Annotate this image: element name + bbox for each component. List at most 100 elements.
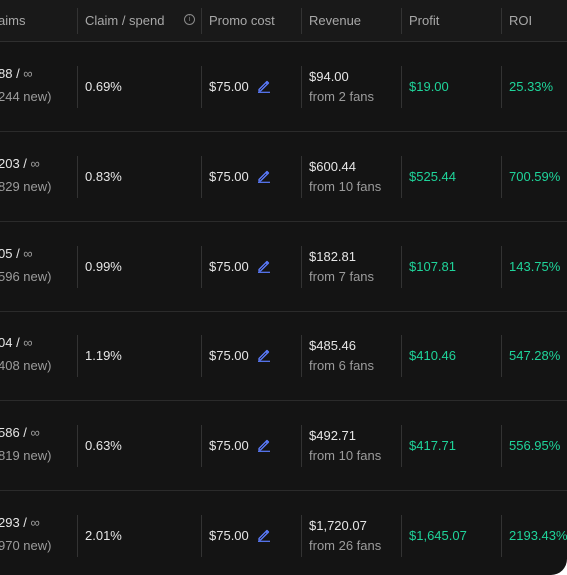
claim-spend-value: 0.83%	[85, 168, 122, 184]
table-row[interactable]: 586 / ∞ 819 new) 0.63% $75.00 $492.71 fr…	[0, 401, 567, 492]
profit-value: $19.00	[409, 79, 449, 94]
roi-value: 2193.43%	[509, 528, 567, 543]
table-row[interactable]: 293 / ∞ 970 new) 2.01% $75.00 $1,720.07 …	[0, 491, 567, 575]
table-row[interactable]: 05 / ∞ 596 new) 0.99% $75.00 $182.81 fro…	[0, 222, 567, 312]
claims-new: 829 new)	[0, 178, 52, 194]
column-divider	[501, 515, 502, 557]
column-divider	[401, 8, 402, 34]
revenue-value: $94.00	[309, 69, 349, 84]
roi-value: 556.95%	[509, 438, 561, 454]
promo-cost-value: $75.00	[209, 438, 249, 454]
claims-new: 408 new)	[0, 358, 52, 374]
column-divider	[201, 245, 202, 288]
column-divider	[401, 335, 402, 378]
edit-pencil-icon[interactable]	[257, 348, 271, 363]
profit-value: $417.71	[409, 438, 456, 454]
column-divider	[201, 425, 202, 468]
claim-spend-value: 0.69%	[85, 79, 122, 94]
claims-new: 596 new)	[0, 268, 52, 284]
column-divider	[201, 335, 202, 378]
column-divider	[77, 515, 78, 557]
revenue-value: $485.46	[309, 338, 356, 354]
claim-spend-value: 1.19%	[85, 348, 122, 364]
column-header-promo-cost[interactable]: Promo cost	[209, 13, 275, 28]
claim-spend-value: 2.01%	[85, 528, 122, 543]
column-divider	[501, 335, 502, 378]
infinity-icon: ∞	[23, 245, 33, 261]
edit-pencil-icon[interactable]	[257, 259, 271, 273]
column-divider	[77, 425, 78, 468]
revenue-value: $600.44	[309, 158, 356, 174]
column-divider	[501, 245, 502, 288]
claims-count: 04 / ∞	[0, 335, 33, 351]
promo-cost-value: $75.00	[209, 348, 249, 364]
column-divider	[501, 8, 502, 34]
column-divider	[501, 66, 502, 108]
column-divider	[77, 155, 78, 198]
column-divider	[77, 66, 78, 108]
promo-cost-value: $75.00	[209, 168, 249, 184]
infinity-icon: ∞	[23, 66, 33, 81]
column-divider	[401, 425, 402, 468]
column-divider	[201, 515, 202, 557]
promo-cost-value: $75.00	[209, 528, 249, 543]
column-divider	[301, 8, 302, 34]
column-divider	[301, 425, 302, 468]
claims-count: 88 / ∞	[0, 66, 33, 81]
revenue-fans: from 10 fans	[309, 448, 382, 464]
column-divider	[301, 335, 302, 378]
edit-pencil-icon[interactable]	[257, 79, 271, 93]
claims-count: 203 / ∞	[0, 155, 40, 171]
promo-cost-value: $75.00	[209, 258, 249, 274]
table-row[interactable]: 203 / ∞ 829 new) 0.83% $75.00 $600.44 fr…	[0, 132, 567, 222]
column-divider	[401, 66, 402, 108]
infinity-icon: ∞	[23, 335, 33, 351]
profit-value: $525.44	[409, 168, 456, 184]
roi-value: 25.33%	[509, 79, 554, 94]
column-divider	[77, 245, 78, 288]
column-header-claims[interactable]: aims	[0, 13, 26, 28]
profit-value: $1,645.07	[409, 528, 467, 543]
roi-value: 700.59%	[509, 168, 561, 184]
roi-value: 143.75%	[509, 258, 561, 274]
column-divider	[77, 335, 78, 378]
info-icon[interactable]: i	[184, 14, 195, 25]
revenue-value: $182.81	[309, 248, 356, 264]
revenue-value: $492.71	[309, 428, 356, 444]
profit-value: $107.81	[409, 258, 456, 274]
table-header: aims Claim / spend i Promo cost Revenue …	[0, 0, 567, 42]
column-divider	[501, 425, 502, 468]
column-header-revenue[interactable]: Revenue	[309, 13, 362, 28]
infinity-icon: ∞	[30, 515, 40, 530]
column-divider	[301, 155, 302, 198]
infinity-icon: ∞	[30, 155, 40, 171]
table-row[interactable]: 04 / ∞ 408 new) 1.19% $75.00 $485.46 fro…	[0, 311, 567, 402]
infinity-icon: ∞	[30, 425, 40, 441]
edit-pencil-icon[interactable]	[257, 528, 271, 542]
column-header-claim-spend[interactable]: Claim / spend	[85, 13, 165, 28]
column-divider	[501, 155, 502, 198]
column-divider	[401, 245, 402, 288]
column-divider	[401, 515, 402, 557]
profit-value: $410.46	[409, 348, 456, 364]
column-header-profit[interactable]: Profit	[409, 13, 440, 28]
column-divider	[301, 515, 302, 557]
column-divider	[201, 8, 202, 34]
claims-count: 586 / ∞	[0, 425, 40, 441]
column-divider	[201, 155, 202, 198]
column-divider	[201, 66, 202, 108]
column-header-roi[interactable]: ROI	[509, 13, 533, 28]
roi-value: 547.28%	[509, 348, 561, 364]
claims-new: 244 new)	[0, 89, 52, 104]
column-divider	[301, 245, 302, 288]
column-divider	[401, 155, 402, 198]
promo-cost-value: $75.00	[209, 79, 249, 94]
claims-count: 293 / ∞	[0, 515, 40, 530]
table-row[interactable]: 88 / ∞ 244 new) 0.69% $75.00 $94.00 from…	[0, 42, 567, 132]
column-divider	[301, 66, 302, 108]
column-divider	[77, 8, 78, 34]
revenue-fans: from 2 fans	[309, 89, 375, 104]
edit-pencil-icon[interactable]	[257, 438, 271, 453]
edit-pencil-icon[interactable]	[257, 169, 271, 183]
